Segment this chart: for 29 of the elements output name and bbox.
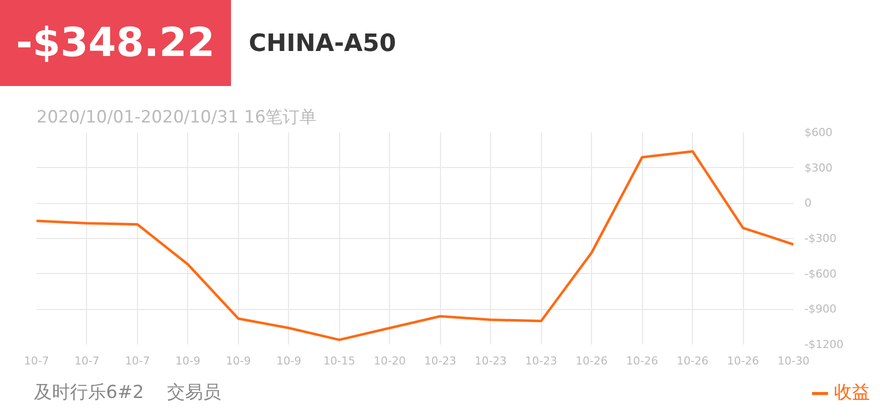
x-tick-label: 10-7	[74, 354, 100, 368]
x-tick-label: 10-26	[676, 354, 709, 368]
x-tick-label: 10-15	[323, 354, 356, 368]
y-tick-label: -$1200	[804, 338, 844, 351]
y-tick-label: $600	[804, 126, 832, 139]
x-tick-label: 10-7	[24, 354, 49, 368]
x-tick-label: 10-9	[276, 354, 302, 368]
x-tick-label: 10-9	[226, 354, 251, 368]
y-tick-label: -$300	[804, 232, 836, 245]
x-tick-label: 10-26	[576, 354, 608, 368]
chart-title: CHINA-A50	[248, 28, 396, 59]
legend-label: 收益	[834, 382, 870, 403]
y-tick-label: $300	[804, 161, 832, 174]
x-tick-label: 10-9	[175, 354, 200, 368]
x-tick-label: 10-7	[124, 354, 150, 368]
x-tick-label: 10-26	[626, 354, 658, 368]
y-tick-label: -$600	[804, 267, 836, 280]
line-series	[36, 150, 794, 342]
x-tick-label: 10-23	[424, 354, 456, 368]
x-tick-label: 10-26	[727, 354, 760, 368]
text: 及时行乐6#2 交易员	[34, 382, 221, 403]
x-tick-label: 10-30	[778, 354, 810, 368]
chart-subtitle: 2020/10/01-2020/10/31 16笔订单	[36, 108, 317, 128]
y-tick-label: -$900	[804, 302, 836, 316]
y-tick-label: 0	[804, 196, 812, 210]
x-tick-label: 10-23	[474, 354, 507, 368]
text: -$348.22	[0, 0, 231, 86]
x-tick-label: 10-23	[525, 354, 558, 368]
x-tick-label: 10-20	[374, 354, 406, 368]
